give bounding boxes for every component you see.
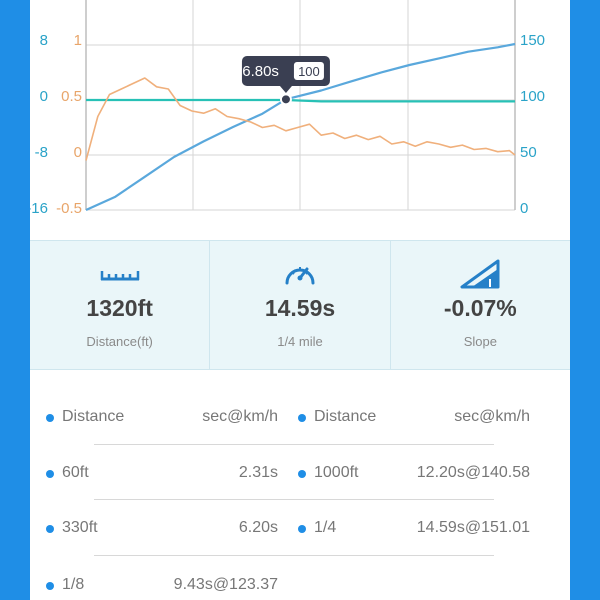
result-value: 6.20s: [238, 519, 278, 536]
stat-slope: -0.07% Slope: [389, 241, 570, 369]
bullet-icon: [46, 414, 54, 422]
slope-icon: [391, 259, 570, 289]
result-header-value: sec@km/h: [202, 408, 278, 425]
row-divider: [94, 444, 494, 445]
acceleration-chart[interactable]: 8 0 -8 -16 1 0.5 0 -0.5 150 100 50 0 6.80s 100: [30, 0, 570, 240]
result-header-value: sec@km/h: [454, 408, 530, 425]
result-name: 1/8: [62, 576, 85, 593]
row-divider: [94, 555, 494, 556]
bullet-icon: [298, 525, 306, 533]
left-outer-tick-label: 0: [40, 88, 48, 105]
list-item: 1000ft 12.20s@140.58: [298, 460, 530, 488]
right-tick-label: 150: [520, 32, 545, 49]
stat-distance-label: Distance(ft): [86, 334, 153, 349]
chart-svg[interactable]: 8 0 -8 -16 1 0.5 0 -0.5 150 100 50 0 6.80s 100: [30, 0, 570, 240]
results-table: Distance sec@km/h 60ft 2.31s 330ft 6.20s…: [30, 372, 570, 600]
results-card: 8 0 -8 -16 1 0.5 0 -0.5 150 100 50 0 6.80s 100 1320ft…: [30, 0, 570, 600]
result-value: 2.31s: [238, 464, 278, 481]
stat-slope-label: Slope: [463, 334, 497, 349]
bullet-icon: [298, 470, 306, 478]
list-item: Distance sec@km/h: [46, 404, 278, 432]
left-outer-tick-label: 8: [40, 32, 48, 49]
list-item: 1/8 9.43s@123.37: [46, 572, 278, 600]
left-inner-tick-label: -0.5: [56, 200, 82, 217]
stat-slope-value: -0.07%: [443, 295, 517, 321]
result-header-name: Distance: [62, 408, 125, 425]
list-item: 1/4 14.59s@151.01: [298, 515, 530, 543]
left-outer-tick-label: -8: [35, 144, 48, 161]
bullet-icon: [46, 525, 54, 533]
speedometer-icon: [210, 259, 389, 287]
stat-distance-value: 1320ft: [86, 295, 153, 321]
result-name: 1/4: [314, 519, 337, 536]
result-name: 1000ft: [314, 464, 359, 481]
series-line-left_inner: [85, 77, 516, 161]
series-line-left_outer: [86, 98, 515, 103]
stat-distance: 1320ft Distance(ft): [30, 241, 209, 369]
result-name: 330ft: [62, 519, 98, 536]
left-inner-tick-label: 1: [74, 32, 82, 49]
right-tick-label: 100: [520, 88, 545, 105]
row-divider: [94, 499, 494, 500]
series-line-right: [85, 42, 516, 212]
bullet-icon: [46, 470, 54, 478]
list-item: Distance sec@km/h: [298, 404, 530, 432]
right-tick-label: 50: [520, 144, 537, 161]
bullet-icon: [298, 414, 306, 422]
tooltip-time: 6.80s: [242, 63, 279, 80]
list-item: 60ft 2.31s: [46, 460, 278, 488]
left-outer-tick-label: -16: [30, 200, 48, 217]
stat-time-label: 1/4 mile: [277, 334, 323, 349]
tooltip-speed: 100: [298, 64, 320, 79]
ruler-icon: [30, 259, 209, 287]
result-value: 9.43s@123.37: [173, 576, 278, 593]
result-value: 14.59s@151.01: [416, 519, 530, 536]
right-tick-label: 0: [520, 200, 528, 217]
list-item: 330ft 6.20s: [46, 515, 278, 543]
stats-panel: 1320ft Distance(ft) 14.59s 1/4 mile: [30, 240, 570, 370]
stat-quarter-mile: 14.59s 1/4 mile: [209, 241, 389, 369]
stat-time-value: 14.59s: [264, 295, 336, 321]
left-inner-tick-label: 0: [74, 144, 82, 161]
left-inner-tick-label: 0.5: [61, 88, 82, 105]
result-header-name: Distance: [314, 408, 377, 425]
cursor-point: [279, 93, 292, 106]
result-value: 12.20s@140.58: [416, 464, 530, 481]
tooltip-speed-badge: [293, 62, 324, 80]
tooltip-pointer: [279, 86, 292, 93]
bullet-icon: [46, 582, 54, 590]
result-name: 60ft: [62, 464, 89, 481]
